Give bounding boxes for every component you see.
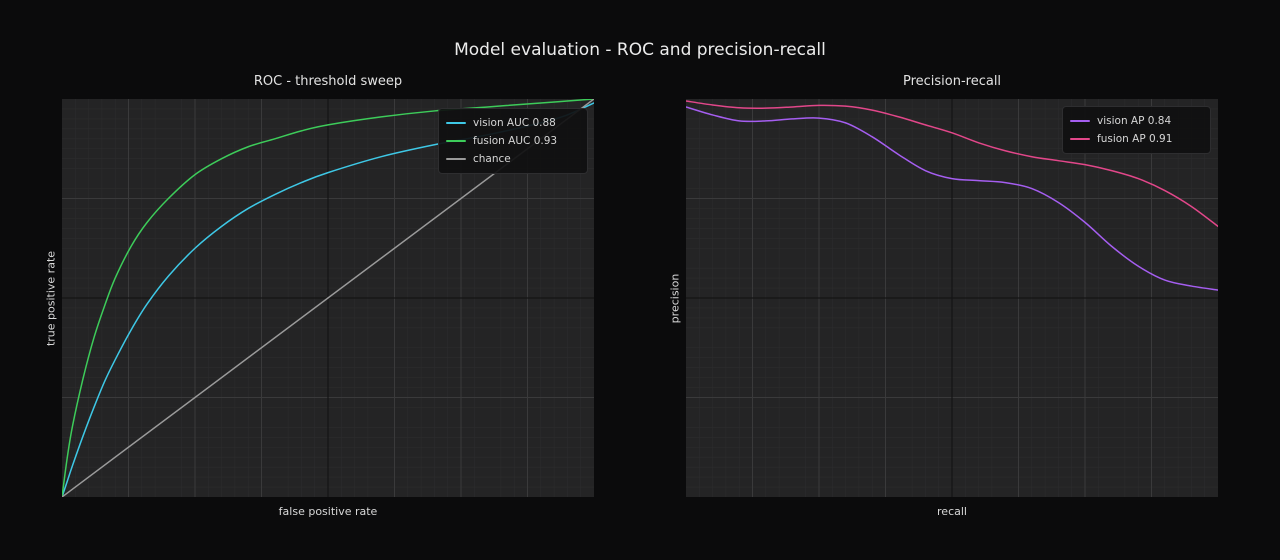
pr-legend-swatch-vision	[1070, 120, 1090, 122]
roc-legend-swatch-fusion	[446, 140, 466, 142]
roc-x-axis-label: false positive rate	[278, 505, 378, 518]
roc-legend-item-vision: vision AUC 0.88	[446, 114, 577, 132]
roc-legend-label-fusion: fusion AUC 0.93	[473, 135, 558, 147]
roc-legend-item-chance: chance	[446, 150, 577, 168]
roc-chart-title: ROC - threshold sweep	[253, 74, 403, 89]
pr-legend-item-vision: vision AP 0.84	[1070, 112, 1200, 130]
roc-grid	[62, 99, 594, 497]
pr-series-fusion-line	[686, 100, 1218, 228]
roc-y-axis-label: true positive rate	[44, 250, 58, 347]
pr-plot-area	[686, 99, 1218, 497]
roc-legend-swatch-chance	[446, 158, 466, 160]
roc-legend: vision AUC 0.88 fusion AUC 0.93 chance	[438, 108, 588, 174]
pr-series-vision-line	[686, 106, 1218, 291]
pr-legend-label-fusion: fusion AP 0.91	[1097, 133, 1173, 145]
pr-grid	[686, 99, 1218, 497]
pr-x-axis-label: recall	[937, 505, 967, 518]
pr-chart-title: Precision-recall	[902, 74, 1002, 89]
pr-legend-label-vision: vision AP 0.84	[1097, 115, 1172, 127]
roc-legend-label-chance: chance	[473, 153, 511, 165]
pr-legend-swatch-fusion	[1070, 138, 1090, 140]
roc-legend-item-fusion: fusion AUC 0.93	[446, 132, 577, 150]
figure-title: Model evaluation - ROC and precision-rec…	[454, 40, 826, 60]
roc-legend-swatch-vision	[446, 122, 466, 124]
roc-legend-label-vision: vision AUC 0.88	[473, 117, 556, 129]
pr-legend-item-fusion: fusion AP 0.91	[1070, 130, 1200, 148]
pr-legend: vision AP 0.84 fusion AP 0.91	[1062, 106, 1211, 154]
pr-y-axis-label: precision	[668, 273, 682, 324]
